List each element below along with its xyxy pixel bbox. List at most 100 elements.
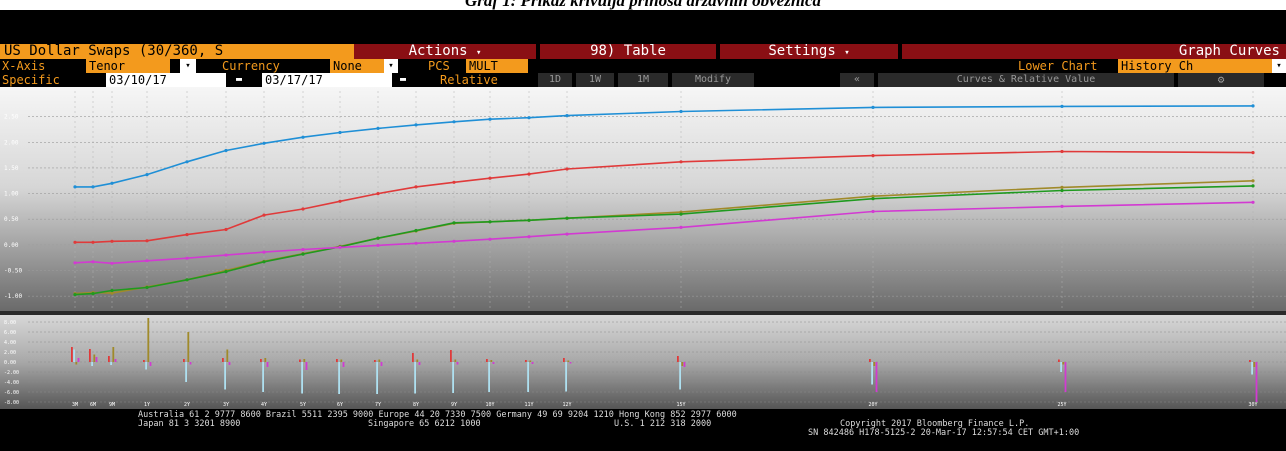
y-tick-label: 1.00 (4, 191, 19, 198)
security-title[interactable]: US Dollar Swaps (30/360, S (0, 44, 354, 59)
lower-bar (260, 359, 262, 362)
series-lines (73, 104, 1255, 297)
date-to-input[interactable]: 03/17/17 (262, 73, 392, 87)
series-point (110, 261, 114, 265)
terminal-top-bar (0, 10, 1286, 44)
series-point (338, 245, 342, 249)
series-point (224, 270, 228, 274)
series-point (679, 225, 683, 229)
graph-curves-button[interactable]: Graph Curves (902, 44, 1286, 59)
lower-y-tick-label: -6.00 (4, 390, 19, 396)
lower-bar (1062, 362, 1065, 365)
caption-text: Graf 1: Prikaz krivulja prinosa državnih… (464, 0, 822, 10)
lower-bar (262, 362, 264, 392)
relative-label: Relative (440, 73, 498, 87)
series-point (871, 105, 875, 109)
lower-bar (147, 318, 150, 362)
y-tick-label: 0.00 (4, 242, 19, 249)
series-point (871, 209, 875, 214)
x-tick-label: 2Y (184, 402, 190, 408)
axis-options-row: X-Axis Tenor ▾ Currency None ▾ PCS MULT … (0, 59, 1286, 73)
lower-bar (77, 358, 80, 362)
footer-session: SN 842486 H178-5125-2 20-Mar-17 12:57:54… (808, 428, 1080, 438)
series-point (679, 109, 683, 114)
settings-menu[interactable]: Settings ▾ (720, 44, 898, 59)
x-tick-label: 7Y (375, 402, 381, 408)
series-point (414, 228, 418, 233)
actions-menu[interactable]: Actions ▾ (354, 44, 536, 59)
calendar-icon[interactable]: ▬ (236, 74, 243, 85)
footer-contacts-singapore: Singapore 65 6212 1000 (368, 419, 481, 429)
panel-divider (0, 311, 1286, 315)
pcs-field[interactable]: MULT (466, 59, 528, 73)
calendar-icon[interactable]: ▬ (400, 74, 407, 85)
lower-bar (374, 360, 376, 362)
series-point (871, 154, 875, 158)
series-point (145, 285, 149, 290)
series-point (262, 260, 266, 264)
currency-dropdown[interactable]: ▾ (384, 59, 398, 73)
series-point (414, 123, 418, 127)
lower-bar (677, 356, 679, 362)
series-point (679, 212, 683, 216)
lower-bar (185, 362, 187, 382)
lower-bar (183, 359, 185, 362)
btn-1m[interactable]: 1M (618, 73, 668, 87)
lower-y-tick-label: -4.00 (4, 380, 19, 386)
lower-bar (486, 359, 488, 362)
curves-relative-value-tab[interactable]: Curves & Relative Value (878, 73, 1174, 87)
series-point (91, 185, 95, 189)
chevron-down-icon: ▾ (388, 61, 394, 71)
xaxis-select[interactable]: Tenor (86, 59, 170, 73)
currency-label: Currency (222, 59, 280, 73)
lower-plot-background (0, 315, 1286, 409)
lower-bar (531, 362, 534, 364)
gear-icon[interactable]: ⚙ (1178, 73, 1264, 87)
lower-bar (454, 359, 457, 362)
lower-bar (569, 362, 572, 364)
series-point (1251, 200, 1255, 204)
series-point (262, 141, 266, 145)
bloomberg-footer: Australia 61 2 9777 8600 Brazil 5511 239… (0, 409, 1286, 451)
series-point (145, 239, 149, 243)
lower-bar (452, 362, 454, 393)
lower-bar (95, 357, 98, 362)
x-tick-label: 9M (109, 402, 115, 408)
x-tick-label: 1Y (144, 402, 150, 408)
series-point (565, 232, 569, 236)
series-point (145, 259, 149, 263)
series-point (338, 199, 342, 203)
x-tick-label: 11Y (524, 402, 533, 408)
lower-bar (73, 349, 75, 362)
specific-label: Specific (2, 73, 60, 87)
series-point (224, 148, 228, 153)
series-point (565, 114, 569, 118)
x-tick-label: 10Y (485, 402, 494, 408)
lower-bar (145, 362, 147, 370)
collapse-icon[interactable]: « (840, 73, 874, 87)
lower-chart-dropdown[interactable]: ▾ (1272, 59, 1286, 73)
lower-bar (875, 362, 878, 392)
series-point (110, 239, 114, 243)
date-from-input[interactable]: 03/10/17 (106, 73, 226, 87)
lower-y-tick-label: 6.00 (4, 330, 16, 336)
date-row: Specific 03/10/17 ▬ 03/17/17 ▬ Relative … (0, 73, 1286, 87)
lower-bar (376, 362, 378, 394)
series-point (488, 176, 492, 180)
currency-select[interactable]: None (330, 59, 384, 73)
chevron-down-icon: ▾ (476, 48, 482, 58)
series-point (527, 172, 531, 176)
lower-chart-select[interactable]: History Ch (1118, 59, 1274, 73)
lower-bar (563, 358, 565, 362)
lower-bar (224, 362, 226, 390)
lower-bar (450, 350, 452, 362)
btn-1d[interactable]: 1D (538, 73, 572, 87)
modify-button[interactable]: Modify (672, 73, 754, 87)
xaxis-dropdown[interactable]: ▾ (180, 59, 196, 73)
yield-curve-chart: 2.50 2.00 1.50 1.00 0.50 0.00 -0.50 -1.00 8.00 6… (0, 87, 1286, 409)
series-point (224, 227, 228, 232)
series-point (185, 233, 189, 237)
table-button[interactable]: 98) Table (540, 44, 716, 59)
figure-caption: Graf 1: Prikaz krivulja prinosa državnih… (0, 0, 1286, 10)
btn-1w[interactable]: 1W (576, 73, 614, 87)
